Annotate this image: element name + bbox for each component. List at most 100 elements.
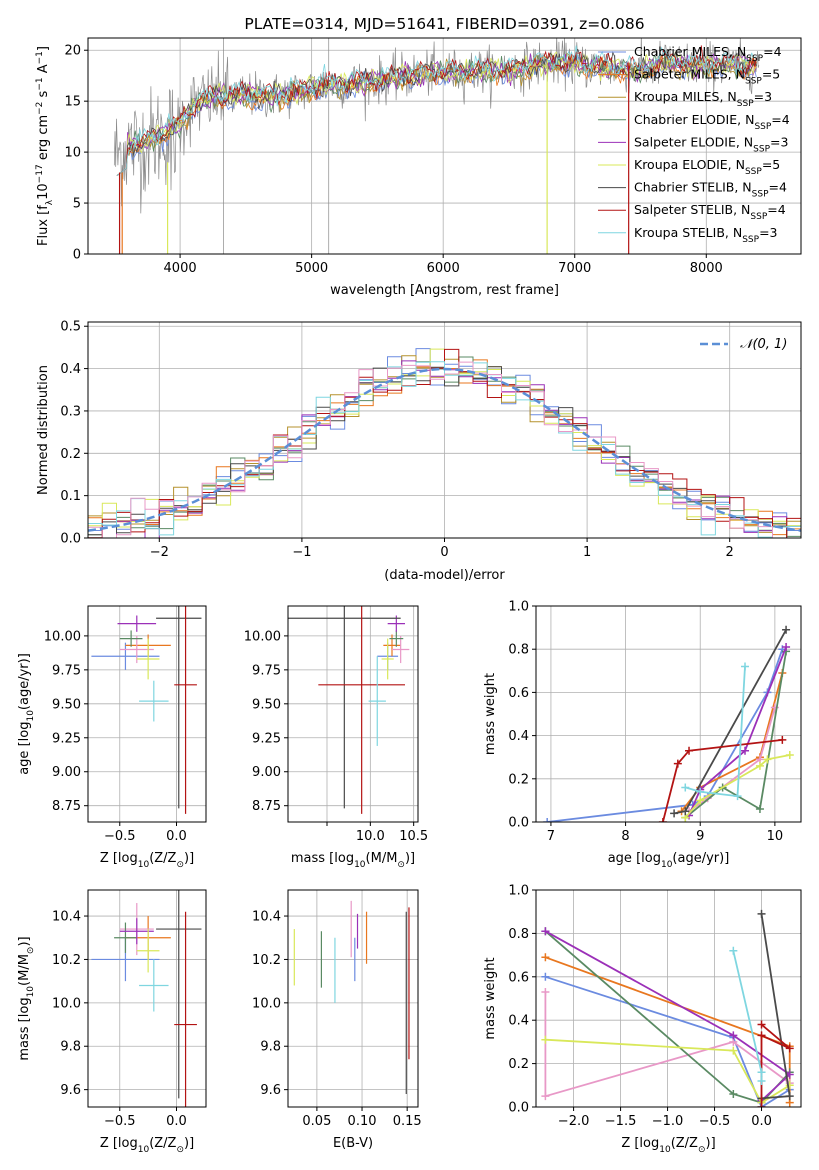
- label-part: SSP: [753, 144, 770, 154]
- axes-frame: [87, 605, 207, 823]
- axes-frame: [287, 889, 419, 1108]
- label-part: −1: [35, 77, 45, 90]
- label-part: SSP: [742, 235, 759, 245]
- spectrum-lines: [113, 38, 760, 254]
- weight-marker: [785, 1081, 794, 1090]
- weight-lines: [543, 625, 794, 822]
- y-tick-label: 0.0: [60, 532, 81, 547]
- x-tick-label: 10.5: [399, 829, 428, 844]
- label-part: age [log: [17, 722, 32, 775]
- x-tick-label: 0.05: [302, 1114, 331, 1129]
- label-part: =3: [754, 89, 772, 104]
- weight-line: [688, 707, 776, 812]
- label-part: ]: [36, 46, 51, 51]
- weight-marker: [670, 809, 679, 818]
- histogram-step: [88, 348, 801, 538]
- x-tick-label: −1.5: [605, 1114, 637, 1129]
- x-axis-label: age [log10(age/yr)]: [608, 851, 730, 870]
- weight-marker: [658, 818, 667, 822]
- label-part: =5: [762, 157, 780, 172]
- x-tick-label: 2: [726, 545, 734, 560]
- y-tick-label: 9.8: [60, 1040, 81, 1055]
- weight-marker: [785, 1044, 794, 1053]
- label-part: 10: [661, 860, 673, 870]
- label-part: ⊙: [176, 1145, 184, 1155]
- x-tick-label: 10: [767, 829, 784, 844]
- histogram-step: [88, 361, 801, 538]
- weight-marker: [543, 818, 552, 822]
- y-tick-label: 9.50: [52, 697, 81, 712]
- y-tick-label: 0.2: [508, 1057, 529, 1072]
- y-tick-label: 0.2: [508, 772, 529, 787]
- x-tick-label: 0.0: [751, 1114, 772, 1129]
- label-part: erg cm: [36, 115, 51, 164]
- weight-marker: [741, 662, 750, 671]
- weight-marker: [785, 751, 794, 760]
- y-tick-label: 15: [64, 95, 81, 110]
- y-tick-label: 9.25: [52, 731, 81, 746]
- weight-line: [760, 913, 791, 1100]
- weight-marker: [729, 946, 738, 955]
- y-tick-label: 0.6: [508, 970, 529, 985]
- weight-marker: [733, 792, 742, 801]
- label-part: ⊙: [26, 947, 36, 955]
- y-axis-label: Flux [fλ10−17 erg cm−2 s−1 A−1]: [35, 46, 55, 246]
- label-part: )]: [706, 1136, 716, 1151]
- y-tick-label: 10.4: [252, 910, 281, 925]
- y-tick-label: 9.75: [252, 663, 281, 678]
- residuals-panel: −2 −1 0 1 2 0.0 0.1 0.2 0.3 0.4 0.5 (data-model)/er…: [36, 320, 802, 583]
- weight-marker: [757, 1020, 766, 1029]
- label-part: 10: [138, 860, 150, 870]
- weight-line: [732, 950, 763, 1081]
- x-tick-label: −0.5: [104, 829, 136, 844]
- error-bars: [288, 606, 410, 814]
- weight-marker: [685, 746, 694, 755]
- mass-vs-Z-panel: −0.5 0.09.69.810.010.210.4Z [log10(Z/Z⊙)]…: [17, 889, 207, 1155]
- x-tick-label: 9: [696, 829, 704, 844]
- label-part: mass [log: [17, 997, 32, 1060]
- y-tick-label: 1.0: [508, 600, 529, 615]
- weight-marker: [681, 807, 690, 816]
- y-tick-label: 10.00: [44, 629, 81, 644]
- spectrum-panel: 4000 5000 6000 7000 8000 0 5 10 15 20 PLATE=0314, …: [35, 15, 802, 298]
- y-tick-label: 0.0: [508, 816, 529, 831]
- x-tick-label: −2: [150, 545, 169, 560]
- y-axis-label: Normed distribution: [36, 365, 51, 495]
- y-tick-label: 0.5: [60, 320, 81, 335]
- gaussian-curve: [88, 367, 801, 532]
- label-part: (Z/Z: [149, 851, 176, 866]
- label-part: Salpeter ELODIE, N: [634, 134, 753, 149]
- model-spectrum-line: [116, 45, 757, 176]
- y-tick-label: 9.00: [52, 765, 81, 780]
- mass-vs-ebv-panel: 0.05 0.10 0.15 9.6 9.8 10.0 10.2 10.4 E(B-V): [252, 889, 422, 1151]
- x-tick-label: 0.0: [166, 829, 187, 844]
- y-tick-label: 0.4: [508, 729, 529, 744]
- label-part: )]: [405, 851, 415, 866]
- label-part: Flux [f: [36, 205, 51, 246]
- x-tick-label: 10.0: [356, 829, 385, 844]
- y-tick-label: 8.75: [252, 799, 281, 814]
- y-tick-label: 0.2: [60, 447, 81, 462]
- label-part: Salpeter MILES, N: [634, 67, 745, 82]
- y-tick-label: 8.75: [52, 799, 81, 814]
- y-tick-label: 9.75: [52, 663, 81, 678]
- y-axis-label: age [log10(age/yr)]: [17, 653, 36, 775]
- x-axis-label: E(B-V): [333, 1136, 373, 1151]
- x-tick-label: 0.15: [393, 1114, 422, 1129]
- x-tick-label: 0.0: [166, 1114, 187, 1129]
- x-axis-label: Z [log10(Z/Z⊙)]: [100, 1136, 194, 1155]
- label-part: =4: [763, 44, 781, 59]
- weight-marker: [755, 761, 764, 770]
- x-axis-label: (data-model)/error: [384, 568, 505, 583]
- label-part: (age/yr)]: [672, 851, 729, 866]
- y-tick-label: 0: [73, 248, 81, 263]
- x-tick-label: 0: [440, 545, 448, 560]
- weight-marker: [541, 1035, 550, 1044]
- weight-marker: [729, 1046, 738, 1055]
- label-part: Chabrier ELODIE, N: [634, 112, 754, 127]
- label-part: =5: [762, 67, 780, 82]
- y-tick-label: 9.00: [252, 765, 281, 780]
- x-tick-label: 1: [583, 545, 591, 560]
- y-tick-label: 10.2: [52, 953, 81, 968]
